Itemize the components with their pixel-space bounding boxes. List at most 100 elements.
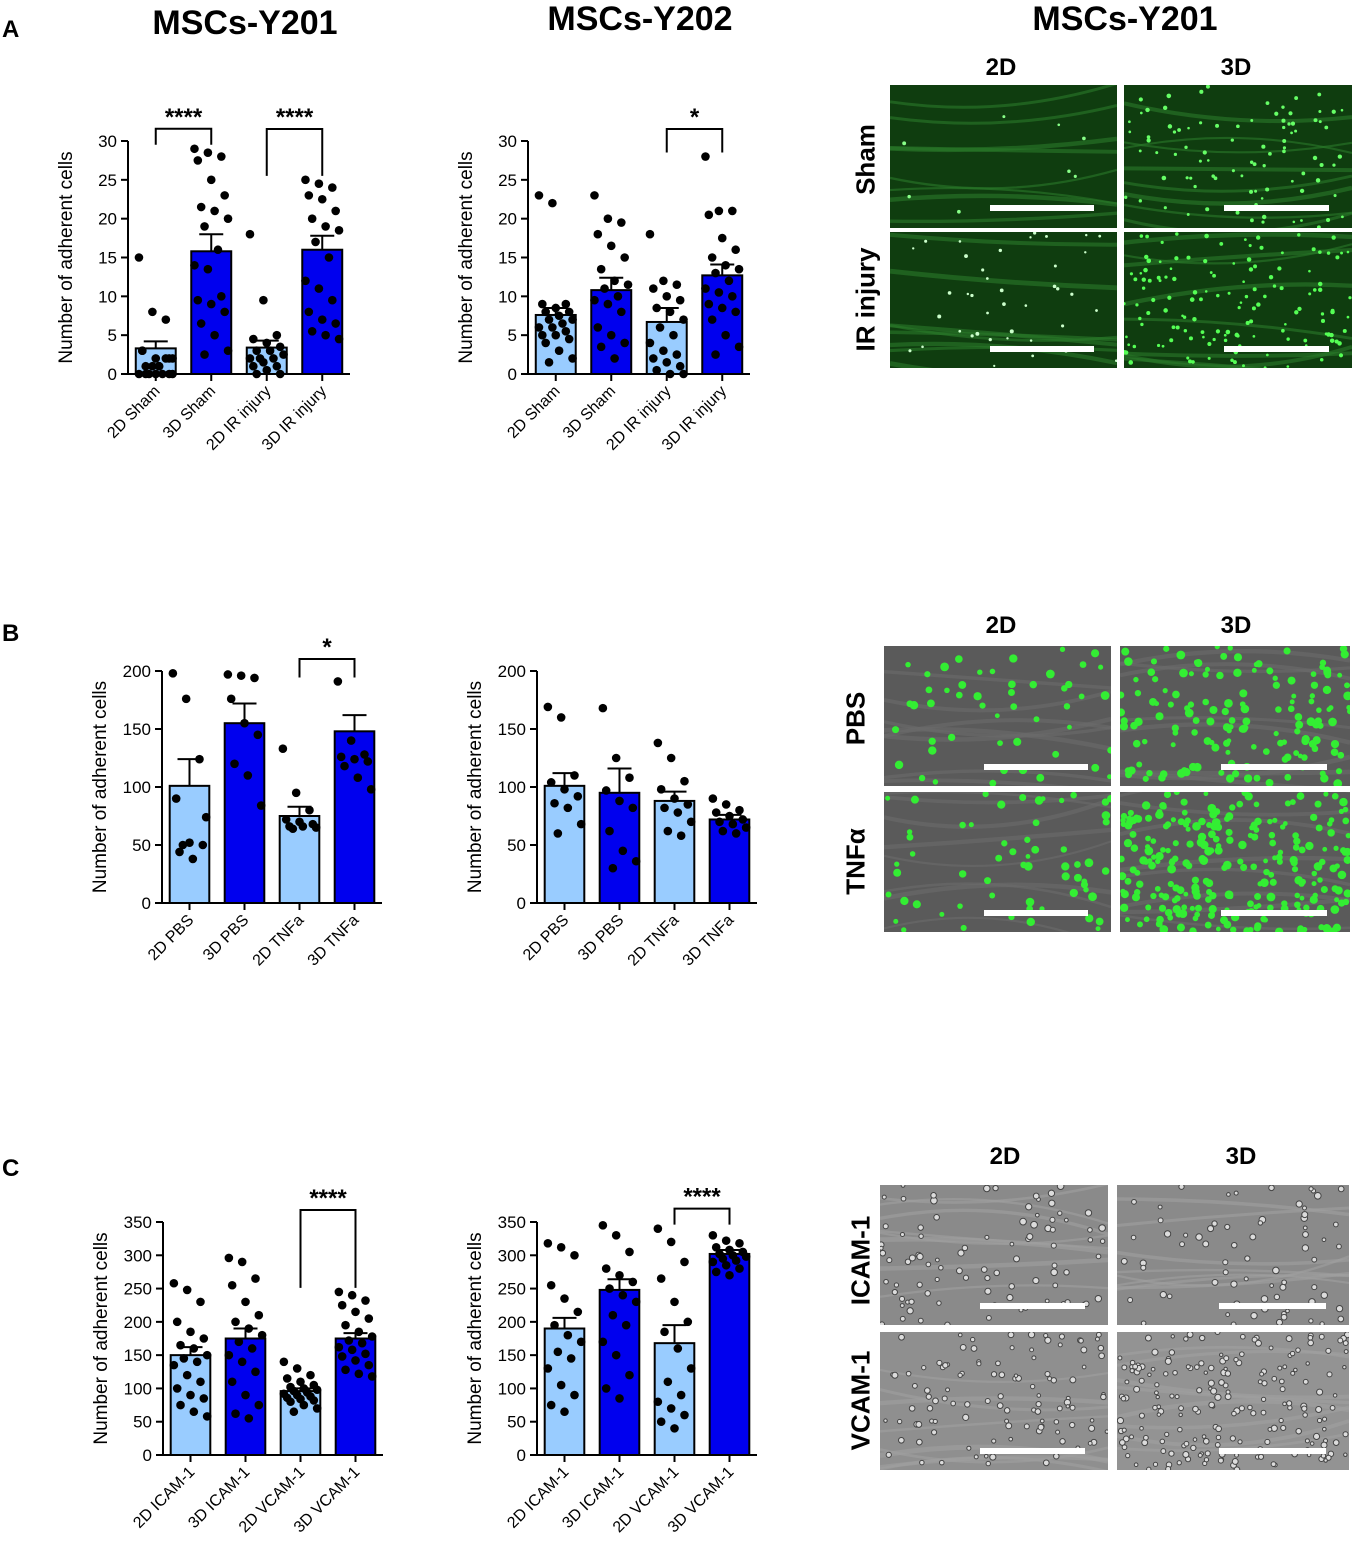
cell	[1260, 197, 1264, 200]
cell	[1150, 1366, 1156, 1372]
cell	[1224, 698, 1233, 708]
cell	[990, 1371, 998, 1378]
tissue-texture	[1117, 1206, 1349, 1228]
cell	[1297, 927, 1304, 932]
cell	[1163, 308, 1168, 313]
cell	[1080, 881, 1089, 889]
cell	[1099, 1238, 1106, 1244]
tissue-texture	[1124, 211, 1352, 228]
cell	[1136, 880, 1144, 888]
data-point-c2	[611, 1231, 621, 1240]
cell	[928, 737, 936, 745]
cell	[1204, 1450, 1211, 1457]
cell	[1227, 291, 1231, 295]
tissue-texture	[884, 827, 1111, 850]
cell	[1202, 1240, 1210, 1248]
cell	[1294, 129, 1298, 133]
cell	[1322, 685, 1332, 695]
cell	[1338, 353, 1344, 358]
cell	[1290, 859, 1298, 867]
cell	[1100, 1393, 1107, 1401]
data-point-a2	[544, 358, 554, 367]
data-point-b2	[728, 819, 738, 829]
data-point-a1	[307, 326, 317, 336]
data-point-a1	[210, 330, 219, 340]
cell	[881, 1194, 887, 1200]
cell	[1239, 689, 1248, 698]
data-point-c1	[169, 1360, 179, 1370]
cell	[1345, 832, 1350, 839]
cell	[1060, 846, 1068, 853]
cell	[1330, 308, 1335, 313]
data-point-a2	[554, 346, 564, 356]
cell	[1198, 159, 1202, 163]
cell	[1097, 1344, 1105, 1352]
data-point-b2	[666, 753, 676, 763]
cell	[1268, 1345, 1274, 1351]
cell	[1269, 839, 1277, 847]
cell	[910, 795, 919, 804]
cell	[1147, 668, 1156, 677]
cell	[984, 1398, 991, 1404]
cell	[1030, 1220, 1038, 1229]
data-point-a2	[590, 295, 599, 305]
cell	[921, 1365, 927, 1371]
data-point-a2	[659, 276, 668, 286]
data-point-a2	[554, 311, 564, 321]
cell	[1177, 128, 1181, 132]
cell	[916, 1438, 923, 1446]
y-tick-label-b1: 100	[123, 778, 151, 797]
cell	[1095, 309, 1098, 312]
cell	[1139, 234, 1144, 238]
cell	[1219, 1352, 1224, 1358]
data-point-c1	[244, 1324, 254, 1333]
data-point-c1	[192, 1357, 202, 1367]
cell	[1155, 712, 1164, 721]
data-point-c1	[309, 1396, 319, 1405]
cell	[1058, 1333, 1066, 1340]
cell	[1301, 1405, 1308, 1412]
data-point-c2	[711, 1267, 721, 1277]
cell	[1325, 1347, 1332, 1354]
cell	[883, 1418, 888, 1423]
cell	[1233, 1356, 1239, 1363]
y-tick-label-a1: 20	[98, 210, 117, 229]
scale-bar	[1224, 205, 1329, 211]
cell	[901, 927, 907, 932]
cell	[1147, 1372, 1152, 1378]
cell	[1159, 925, 1169, 932]
data-point-c1	[182, 1370, 192, 1380]
cell	[1320, 312, 1325, 316]
data-point-c2	[673, 1344, 683, 1353]
cell	[1291, 693, 1297, 699]
cell	[1292, 832, 1299, 839]
tissue-texture	[890, 232, 1117, 247]
cell	[1244, 294, 1249, 299]
cell	[1170, 817, 1177, 823]
data-point-a2	[665, 307, 675, 317]
data-point-a2	[711, 268, 720, 278]
cell	[1218, 1379, 1225, 1386]
cell	[1294, 901, 1301, 909]
significance-bracket-b1	[298, 658, 356, 678]
cell	[1058, 797, 1065, 804]
cell	[1207, 341, 1212, 347]
cell	[1250, 863, 1258, 871]
cell	[950, 1400, 956, 1407]
data-point-a1	[259, 295, 268, 305]
micrograph-cells	[880, 1185, 1108, 1325]
cell	[1239, 701, 1246, 708]
cell	[1155, 810, 1164, 819]
cell	[1069, 888, 1078, 898]
cell	[1087, 1440, 1093, 1446]
cell	[1159, 770, 1168, 778]
y-tick-label-a1: 5	[108, 326, 117, 345]
scale-bar	[980, 1448, 1085, 1454]
cell	[1249, 1233, 1257, 1241]
cell	[1204, 233, 1209, 239]
panel-letter-b: B	[2, 620, 20, 647]
significance-bracket-c2	[673, 1207, 731, 1225]
data-point-a1	[134, 253, 144, 262]
cell	[1009, 329, 1014, 334]
cell	[1006, 337, 1009, 340]
